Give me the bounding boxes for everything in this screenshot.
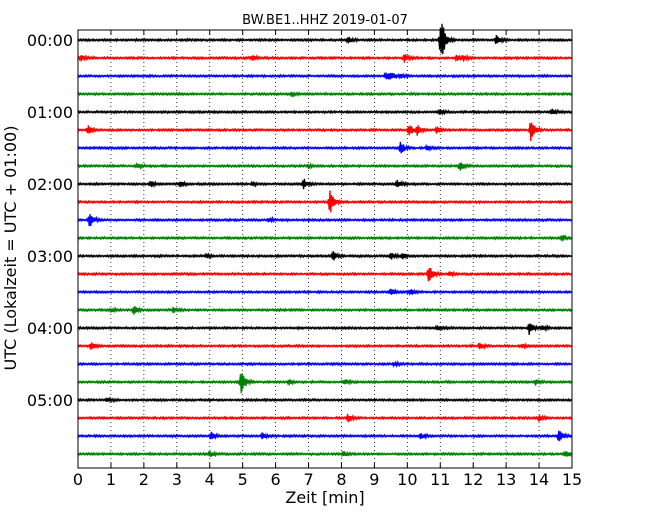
x-tick-label: 13 xyxy=(496,470,516,489)
y-axis: 00:00 01:00 02:00 03:00 04:00 05:00 xyxy=(27,31,572,410)
x-tick-label: 9 xyxy=(369,470,379,489)
trace-0330 xyxy=(77,288,573,296)
x-tick-label: 11 xyxy=(430,470,450,489)
trace-0200 xyxy=(77,178,573,190)
trace-0130 xyxy=(77,141,573,154)
trace-0100 xyxy=(77,108,573,116)
trace-0515 xyxy=(77,413,573,423)
x-tick-label: 6 xyxy=(271,470,281,489)
chart-title: BW.BE1..HHZ 2019-01-07 xyxy=(242,13,408,28)
seismogram-traces xyxy=(77,23,573,458)
y-tick-label: 01:00 xyxy=(27,103,73,122)
y-tick-label: 02:00 xyxy=(27,175,73,194)
trace-0315 xyxy=(77,267,573,282)
x-tick-label: 15 xyxy=(562,470,582,489)
trace-0545 xyxy=(77,449,573,458)
plot-frame xyxy=(77,29,573,469)
trace-0530 xyxy=(77,430,573,442)
y-axis-label: UTC (Lokalzeit = UTC + 01:00) xyxy=(1,126,20,371)
x-tick-label: 2 xyxy=(139,470,149,489)
trace-0300 xyxy=(77,251,573,261)
trace-0345 xyxy=(77,305,573,315)
x-tick-label: 8 xyxy=(336,470,346,489)
trace-0230 xyxy=(77,214,573,227)
trace-0415 xyxy=(77,341,573,351)
trace-0145 xyxy=(77,161,573,171)
trace-0215 xyxy=(77,190,573,213)
grid-lines xyxy=(110,30,540,468)
x-tick-label: 3 xyxy=(172,470,182,489)
y-tick-label: 05:00 xyxy=(27,391,73,410)
x-tick-label: 14 xyxy=(529,470,549,489)
x-tick-label: 10 xyxy=(397,470,417,489)
trace-0430 xyxy=(77,359,573,369)
trace-0000 xyxy=(77,23,573,55)
x-tick-label: 4 xyxy=(205,470,215,489)
trace-0030 xyxy=(77,72,573,80)
trace-0400 xyxy=(77,323,573,335)
x-tick-label: 0 xyxy=(73,470,83,489)
x-axis: 0 1 2 3 4 5 6 7 8 9 10 11 12 13 14 15 xyxy=(73,30,582,489)
x-tick-label: 5 xyxy=(238,470,248,489)
trace-0015 xyxy=(77,53,573,63)
y-tick-label: 04:00 xyxy=(27,319,73,338)
trace-0115 xyxy=(77,122,573,142)
trace-0500 xyxy=(77,396,573,404)
trace-0445 xyxy=(77,373,573,394)
x-axis-label: Zeit [min] xyxy=(285,488,364,507)
y-tick-label: 03:00 xyxy=(27,247,73,266)
trace-0245 xyxy=(77,233,573,242)
x-tick-label: 1 xyxy=(106,470,116,489)
x-tick-label: 7 xyxy=(303,470,313,489)
trace-0045 xyxy=(77,91,573,98)
x-tick-label: 12 xyxy=(463,470,483,489)
y-tick-label: 00:00 xyxy=(27,31,73,50)
